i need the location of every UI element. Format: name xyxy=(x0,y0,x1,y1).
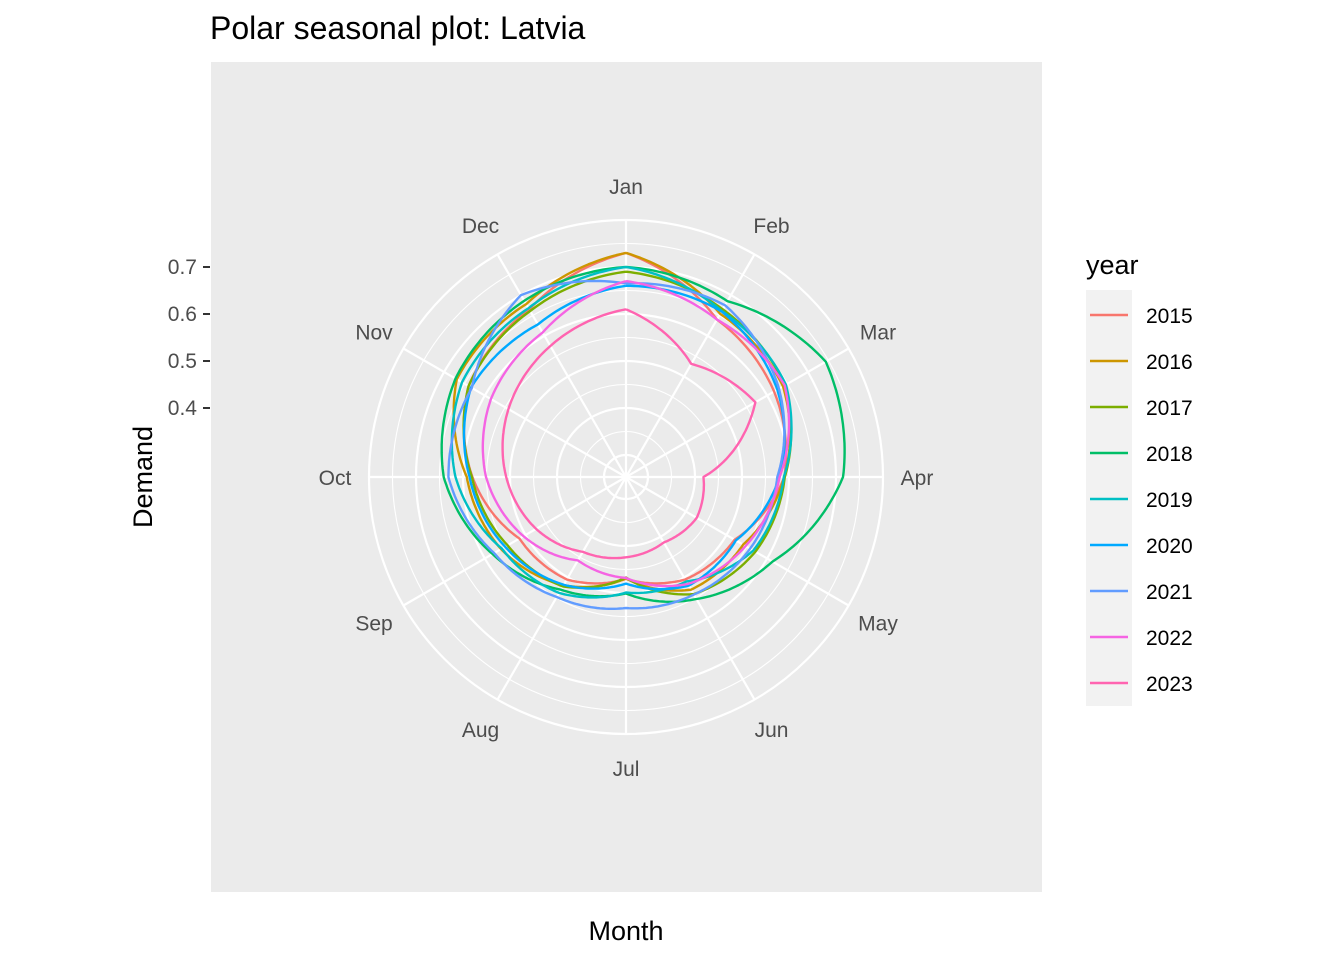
month-label-may: May xyxy=(858,613,898,636)
legend-label-2016: 2016 xyxy=(1146,351,1193,374)
month-label-jan: Jan xyxy=(609,176,643,199)
series-lines xyxy=(440,251,846,610)
grid-spoke xyxy=(496,476,627,701)
month-label-apr: Apr xyxy=(901,467,934,490)
y-axis-ticks: 0.4 0.5 0.6 0.7 xyxy=(168,256,210,420)
month-label-mar: Mar xyxy=(860,322,896,345)
month-label-dec: Dec xyxy=(462,215,499,238)
y-tick-label: 0.4 xyxy=(168,397,198,420)
legend-label-2022: 2022 xyxy=(1146,627,1193,650)
month-label-jul: Jul xyxy=(613,758,640,781)
polar-grid xyxy=(367,218,885,736)
y-tick-label: 0.6 xyxy=(168,303,197,326)
y-tick-label: 0.5 xyxy=(168,350,197,373)
month-label-oct: Oct xyxy=(319,467,352,490)
legend-label-2018: 2018 xyxy=(1146,443,1193,466)
month-labels: Jan Feb Mar Apr May Jun Jul Aug Sep Oct Nov Dec xyxy=(319,176,934,781)
y-axis-title: Demand xyxy=(128,426,158,528)
month-label-jun: Jun xyxy=(755,719,789,742)
legend-label-2020: 2020 xyxy=(1146,535,1193,558)
month-label-aug: Aug xyxy=(462,719,499,742)
grid-spoke xyxy=(625,253,756,478)
grid-spoke xyxy=(625,476,756,701)
grid-spoke xyxy=(625,476,850,607)
month-label-sep: Sep xyxy=(355,613,392,636)
y-tick-label: 0.7 xyxy=(168,256,197,279)
legend-title: year xyxy=(1086,250,1139,280)
legend-label-2023: 2023 xyxy=(1146,673,1193,696)
grid-spoke xyxy=(625,347,850,478)
legend: year 2015 2016 2017 2018 2019 2020 2021 2022 202… xyxy=(1086,250,1193,706)
legend-label-2019: 2019 xyxy=(1146,489,1193,512)
grid-spoke xyxy=(496,253,627,478)
month-label-nov: Nov xyxy=(355,322,393,345)
legend-label-2017: 2017 xyxy=(1146,397,1193,420)
chart-title: Polar seasonal plot: Latvia xyxy=(210,10,586,46)
month-label-feb: Feb xyxy=(753,215,789,238)
legend-label-2021: 2021 xyxy=(1146,581,1193,604)
legend-label-2015: 2015 xyxy=(1146,305,1193,328)
x-axis-title: Month xyxy=(588,916,663,946)
grid-spoke xyxy=(402,476,627,607)
grid-spoke xyxy=(402,347,627,478)
